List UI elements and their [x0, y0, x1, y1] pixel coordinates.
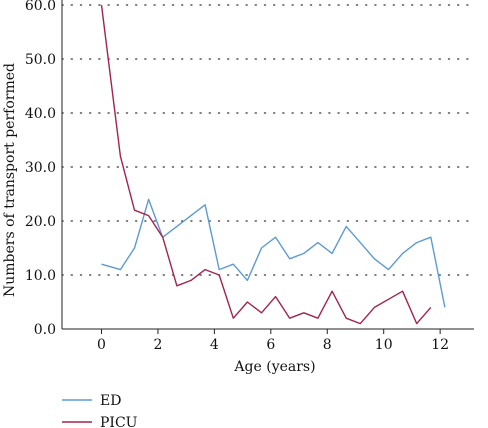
series-lines — [100, 4, 446, 325]
y-tick-label: 60.0 — [25, 0, 56, 14]
x-tick-label: 2 — [153, 337, 162, 353]
x-axis-ticks: 0 2 4 6 8 10 12 — [97, 329, 449, 353]
x-tick-label: 6 — [266, 337, 275, 353]
y-axis-label: Numbers of transport performed — [2, 63, 18, 297]
legend: ED PICU — [62, 393, 138, 428]
axes — [61, 0, 474, 330]
y-tick-label: 0.0 — [34, 322, 56, 338]
x-tick-label: 12 — [431, 337, 449, 353]
x-axis-label: Age (years) — [233, 359, 315, 375]
legend-label-ed: ED — [100, 393, 121, 409]
x-tick-label: 8 — [323, 337, 332, 353]
y-axis-ticks: 0.0 10.0 20.0 30.0 40.0 50.0 60.0 — [25, 0, 56, 338]
series-line-ed — [101, 198, 446, 308]
series-line-picu — [100, 4, 432, 325]
y-tick-label: 20.0 — [25, 214, 56, 230]
y-tick-label: 50.0 — [25, 52, 56, 68]
x-tick-label: 0 — [97, 337, 106, 353]
gridlines — [61, 4, 475, 276]
x-tick-label: 10 — [375, 337, 393, 353]
x-tick-label: 4 — [210, 337, 219, 353]
legend-label-picu: PICU — [100, 415, 138, 428]
y-tick-label: 40.0 — [25, 106, 56, 122]
y-tick-label: 10.0 — [25, 268, 56, 284]
y-tick-label: 30.0 — [25, 160, 56, 176]
